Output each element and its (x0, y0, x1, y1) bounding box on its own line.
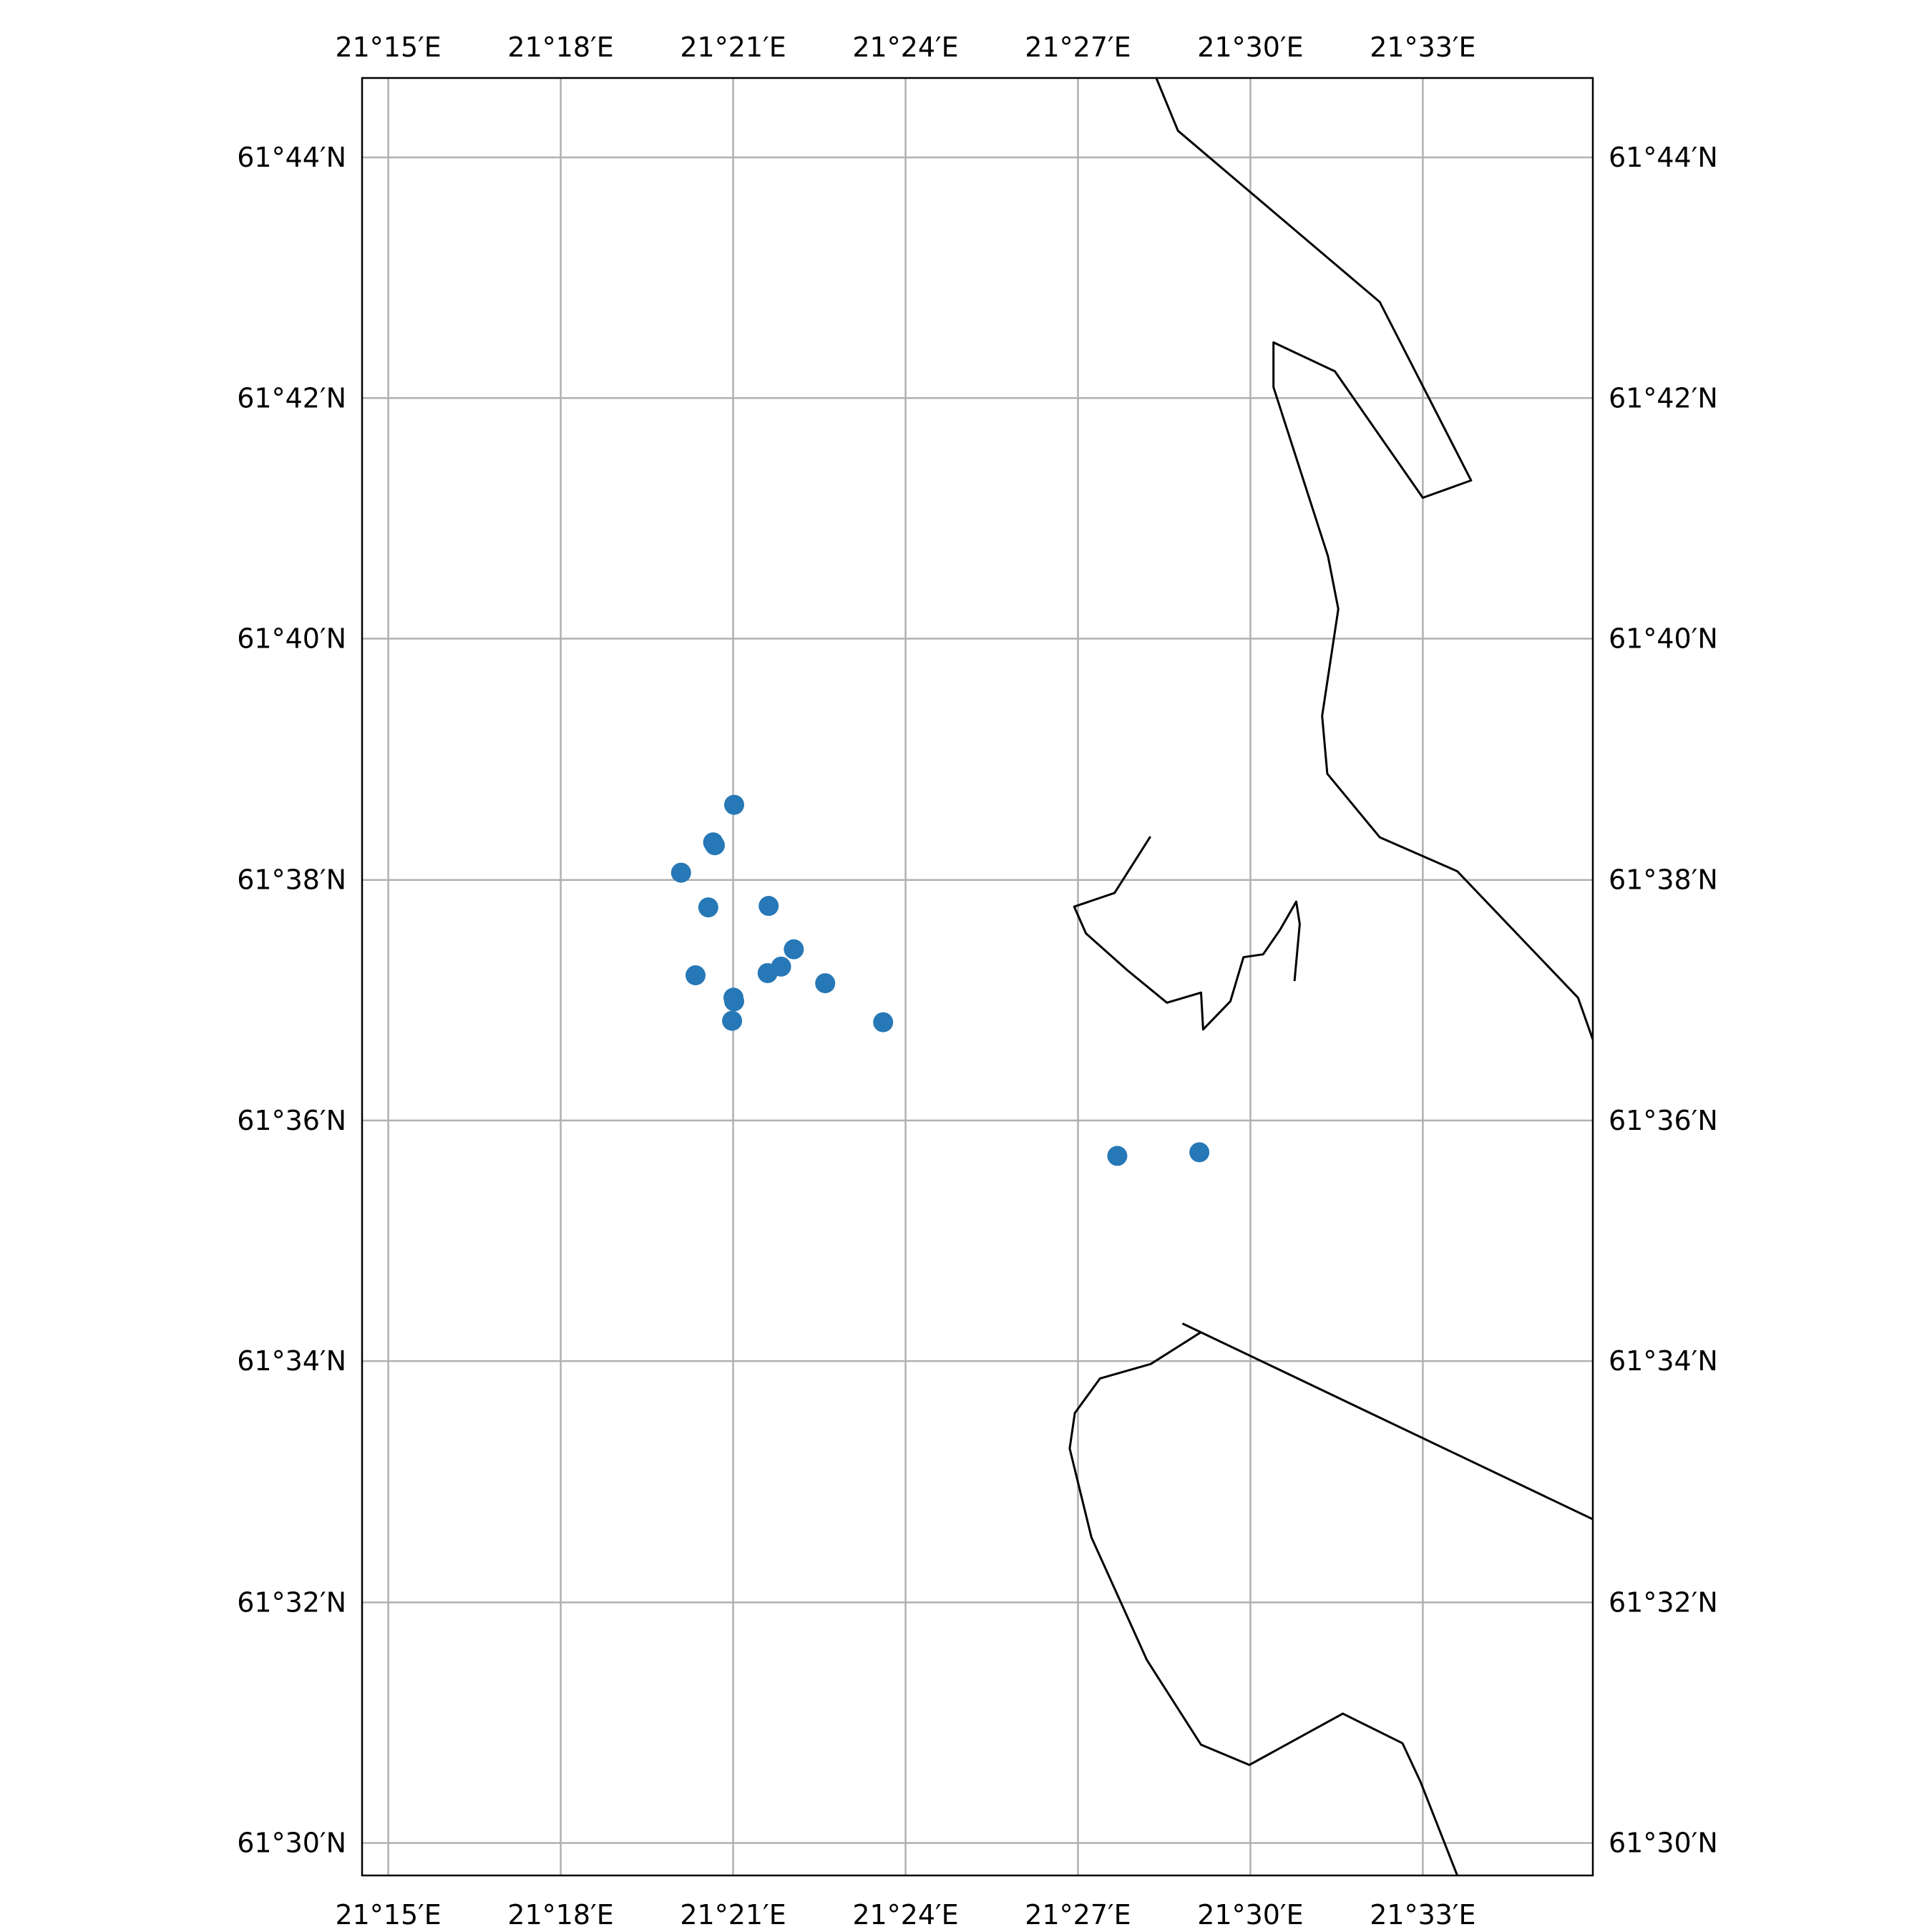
lat-label-left: 61°34′N (237, 1345, 346, 1377)
scatter-point (724, 991, 744, 1012)
lat-label-left: 61°42′N (237, 382, 346, 414)
scatter-point (757, 962, 778, 983)
scatter-point (873, 1012, 894, 1033)
map-frame (361, 77, 1594, 1877)
lon-label-bottom: 21°15′E (335, 1899, 441, 1931)
lon-label-top: 21°33′E (1370, 31, 1475, 63)
scatter-point (784, 939, 804, 960)
lon-label-top: 21°24′E (852, 31, 958, 63)
lon-label-bottom: 21°27′E (1025, 1899, 1131, 1931)
lat-label-left: 61°40′N (237, 623, 346, 654)
scatter-point (698, 897, 718, 918)
lat-label-right: 61°30′N (1609, 1828, 1718, 1859)
observation-points (670, 794, 1210, 1166)
lon-label-top: 21°21′E (680, 31, 786, 63)
lat-label-left: 61°36′N (237, 1105, 346, 1136)
coastline (1155, 78, 1593, 1040)
lat-label-right: 61°44′N (1609, 142, 1718, 173)
graticule-labels: 21°15′E 21°15′E 21°18′E 21°18′E 21°21′E 21°21… (237, 31, 1718, 1931)
lat-label-right: 61°36′N (1609, 1105, 1718, 1136)
scatter-point (724, 794, 744, 815)
lon-label-bottom: 21°33′E (1370, 1899, 1475, 1931)
lon-label-top: 21°15′E (335, 31, 441, 63)
coastline (1068, 1331, 1458, 1875)
scatter-point (670, 862, 691, 883)
scatter-point (1189, 1142, 1210, 1163)
scatter-point (815, 973, 836, 994)
scatter-point (705, 835, 726, 856)
scatter-point (1107, 1146, 1128, 1166)
scatter-point (722, 1010, 743, 1031)
lat-label-left: 61°38′N (237, 864, 346, 896)
lat-label-right: 61°32′N (1609, 1586, 1718, 1618)
lon-label-top: 21°27′E (1025, 31, 1131, 63)
coastlines (1068, 78, 1593, 1875)
lon-label-bottom: 21°30′E (1197, 1899, 1303, 1931)
lon-label-top: 21°30′E (1197, 31, 1303, 63)
lon-label-bottom: 21°24′E (852, 1899, 958, 1931)
lon-label-bottom: 21°18′E (507, 1899, 613, 1931)
graticule (362, 78, 1593, 1875)
lon-label-bottom: 21°21′E (680, 1899, 786, 1931)
lat-label-right: 61°34′N (1609, 1345, 1718, 1377)
lat-label-right: 61°38′N (1609, 864, 1718, 896)
lat-label-right: 61°40′N (1609, 623, 1718, 654)
scatter-point (758, 896, 779, 917)
lat-label-left: 61°30′N (237, 1828, 346, 1859)
scatter-point (686, 965, 706, 985)
coastline (1073, 836, 1301, 1031)
coastline (1181, 1322, 1593, 1521)
lat-label-right: 61°42′N (1609, 382, 1718, 414)
lat-label-left: 61°32′N (237, 1586, 346, 1618)
lat-label-left: 61°44′N (237, 142, 346, 173)
lon-label-top: 21°18′E (507, 31, 613, 63)
